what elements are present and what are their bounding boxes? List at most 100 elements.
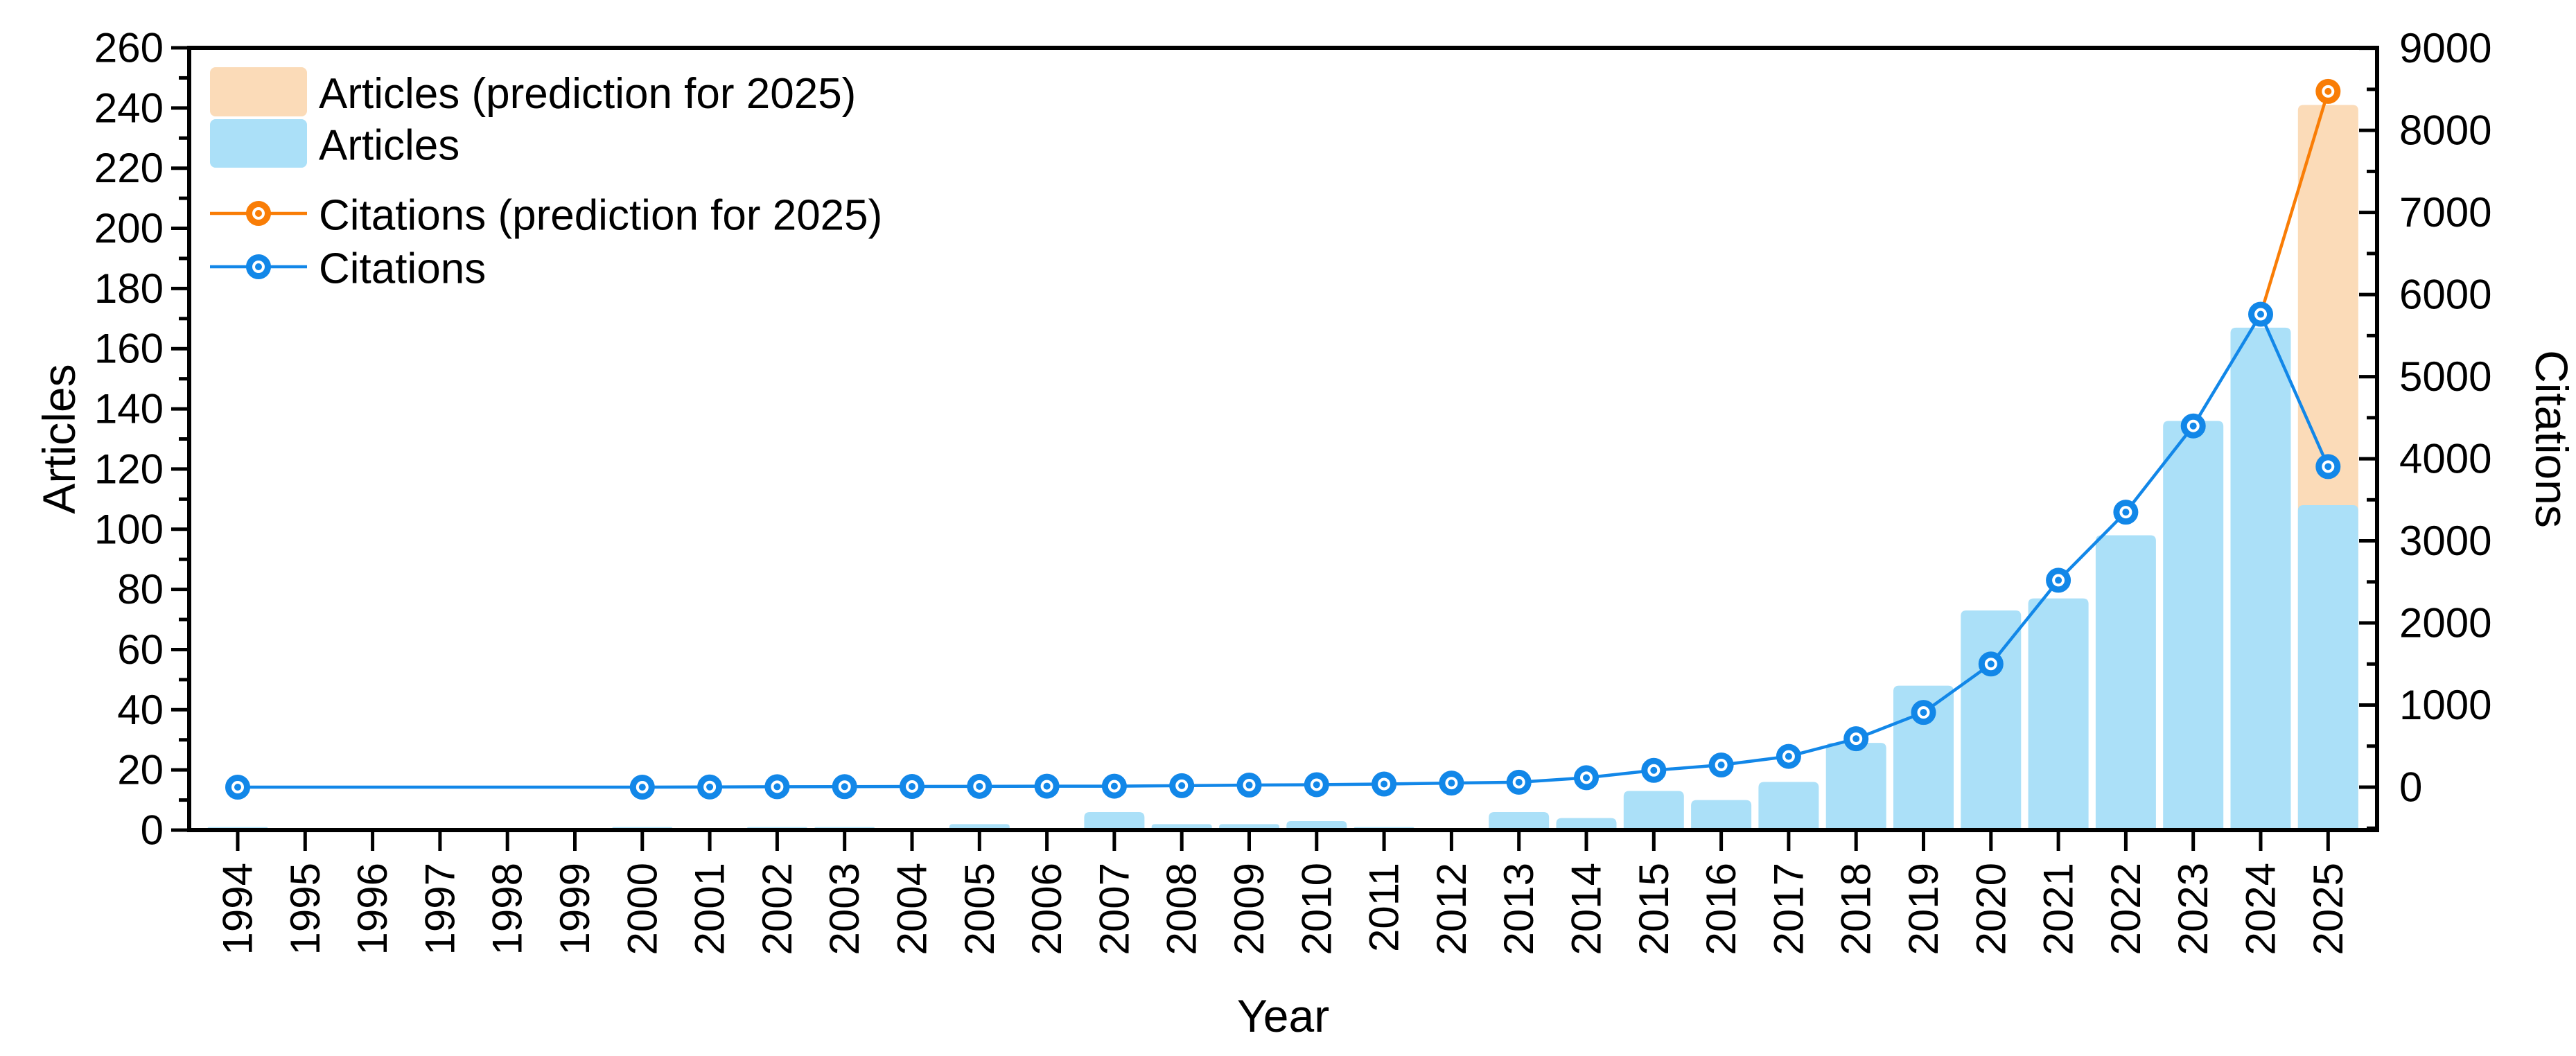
legend-label: Articles (prediction for 2025) (319, 70, 856, 118)
bar-articles (2163, 421, 2224, 830)
citations-marker-dot (1785, 753, 1792, 760)
x-axis-year-label: 2019 (1900, 863, 1947, 955)
x-axis-year-label: 2010 (1293, 863, 1340, 955)
x-axis-year-label: 2014 (1563, 863, 1610, 955)
legend-marker-dot (255, 210, 262, 217)
citations-marker-dot (1920, 709, 1927, 716)
right-axis-tick-label: 9000 (2399, 25, 2491, 71)
x-axis-year-label: 2008 (1159, 863, 1205, 955)
bar-articles (1489, 811, 1550, 830)
left-axis-tick-label: 60 (117, 626, 164, 673)
legend-label: Articles (319, 122, 459, 170)
citations-marker-dot (234, 784, 241, 791)
bar-articles (1623, 791, 1684, 830)
right-axis-tick-label: 5000 (2399, 353, 2491, 400)
left-axis-tick-label: 260 (94, 25, 164, 71)
x-axis-year-label: 2017 (1765, 863, 1812, 955)
x-axis-year-label: 2003 (821, 863, 868, 955)
x-axis-year-label: 2002 (754, 863, 800, 955)
bar-articles (1893, 685, 1954, 830)
bar-articles (1758, 782, 1819, 830)
citations-marker-dot (1448, 780, 1455, 787)
right-axis-tick-label: 8000 (2399, 107, 2491, 154)
citations-marker-dot (1381, 780, 1388, 788)
right-axis-tick-label: 7000 (2399, 189, 2491, 236)
x-axis-year-label: 2004 (889, 863, 936, 955)
x-axis-year-label: 2011 (1361, 863, 1408, 952)
axis-titles-layer: Articles Citations Year (33, 350, 2576, 1041)
axes-frame-layer (171, 46, 2379, 851)
x-axis-year-label: 1998 (484, 863, 531, 955)
citations-marker-dot (1313, 781, 1320, 789)
citations-marker-dot (706, 783, 714, 791)
legend-entry: Articles (prediction for 2025) (210, 67, 856, 118)
citations-marker-dot (909, 783, 915, 791)
citations-marker-dot (2189, 422, 2197, 430)
x-axis-year-label: 2007 (1091, 863, 1137, 955)
left-axis-tick-label: 0 (141, 807, 164, 854)
x-axis-year-label: 2005 (956, 863, 1003, 955)
bar-articles (2297, 505, 2358, 830)
x-axis-year-label: 2015 (1631, 863, 1677, 955)
legend-label: Citations (319, 245, 486, 293)
citations-marker-dot (2055, 577, 2062, 584)
citations-marker-dot (1717, 762, 1725, 769)
bar-articles (1084, 811, 1145, 830)
bar-articles (1691, 800, 1752, 830)
citations-marker-dot (1110, 782, 1118, 790)
legend-entry: Citations (prediction for 2025) (210, 192, 882, 240)
right-axis-tick-label: 4000 (2399, 436, 2491, 482)
legend: Articles (prediction for 2025)Articles Ci… (210, 67, 882, 293)
bar-articles (1825, 743, 1886, 830)
x-axis-year-label: 1994 (215, 863, 261, 955)
bars-layer (207, 105, 2358, 831)
right-axis-tick-label: 1000 (2399, 682, 2491, 728)
citations-marker-dot (2257, 310, 2264, 318)
citations-marker-dot (773, 783, 781, 791)
citations-marker-dot (1515, 778, 1523, 786)
left-axis-tick-label: 20 (117, 747, 164, 793)
left-axis-tick-label: 160 (94, 326, 164, 372)
x-axis-year-label: 2006 (1024, 863, 1070, 955)
left-axis-tick-label: 240 (94, 85, 164, 131)
x-axis-year-label: 2020 (1968, 863, 2014, 955)
citations-marker-dot (1852, 735, 1860, 743)
citations-marker-dot (1583, 774, 1590, 782)
bar-articles (2095, 535, 2156, 830)
left-axis-tick-label: 80 (117, 566, 164, 613)
left-axis-tick-label: 200 (94, 205, 164, 252)
citations-marker-dot (1650, 766, 1658, 774)
x-axis-year-label: 2024 (2238, 863, 2284, 955)
bar-articles (1961, 610, 2022, 830)
right-axis-title: Citations (2526, 350, 2576, 528)
x-axis-year-label: 2025 (2305, 863, 2351, 955)
left-axis-tick-label: 180 (94, 265, 164, 312)
bar-articles (1286, 820, 1347, 830)
x-axis-year-label: 1995 (282, 863, 328, 955)
legend-entry: Articles (210, 119, 459, 170)
x-axis-year-label: 2021 (2035, 863, 2082, 955)
right-axis-tick-label: 3000 (2399, 518, 2491, 564)
x-axis-year-label: 2023 (2170, 863, 2216, 955)
x-axis-year-label: 2001 (687, 863, 733, 955)
x-axis-year-label: 2012 (1428, 863, 1475, 955)
x-axis-year-label: 2013 (1496, 863, 1542, 955)
left-axis-tick-label: 120 (94, 446, 164, 492)
x-axis-year-label: 1996 (349, 863, 396, 955)
legend-entry: Citations (210, 245, 486, 293)
x-axis-year-label: 2009 (1226, 863, 1272, 955)
citations-marker-dot (2122, 509, 2130, 516)
legend-marker-dot (255, 263, 262, 270)
left-axis-tick-label: 140 (94, 386, 164, 432)
citations-marker-dot (638, 784, 646, 791)
bar-articles (2028, 598, 2089, 830)
citations-marker-dot (1043, 782, 1051, 790)
left-axis-tick-label: 220 (94, 145, 164, 191)
bar-articles (2230, 327, 2291, 831)
legend-swatch (210, 119, 307, 168)
right-axis-tick-label: 2000 (2399, 600, 2491, 646)
bar-articles (1556, 818, 1617, 830)
x-axis-year-label: 2022 (2103, 863, 2149, 955)
x-axis-year-label: 1997 (417, 863, 463, 955)
citations-prediction-marker-dot (2324, 87, 2332, 95)
